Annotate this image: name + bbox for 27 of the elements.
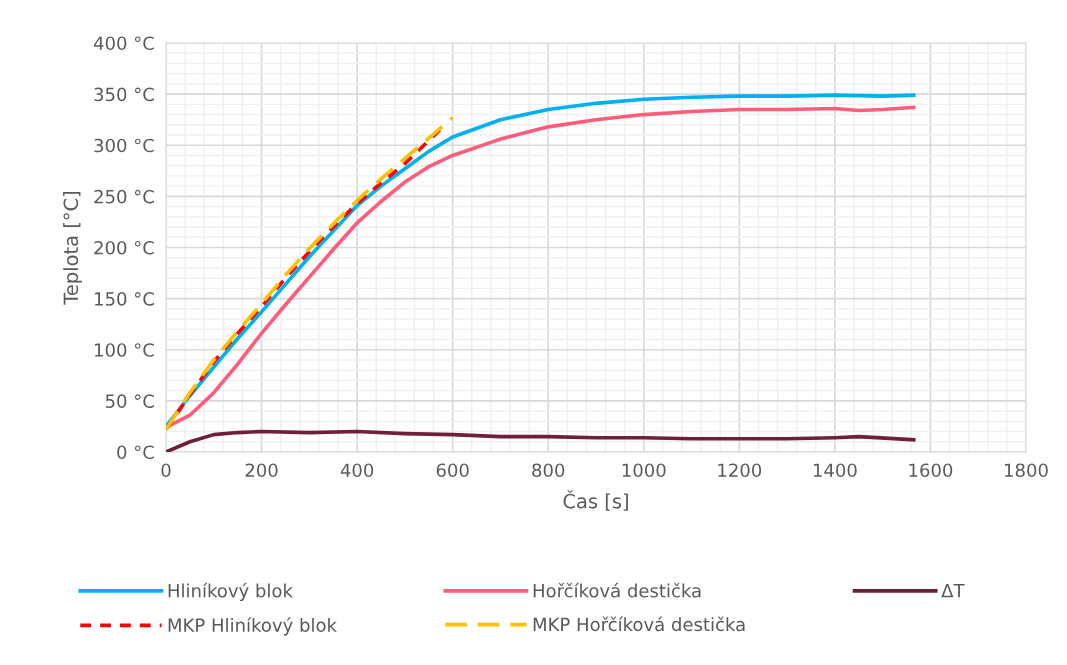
x-tick-label: 800	[532, 463, 565, 478]
y-tick-label: 250 °C	[94, 189, 154, 204]
y-tick-label: 150 °C	[95, 292, 154, 306]
x-tick-label: 1800	[1005, 463, 1048, 478]
y-tick-label: 400 °C	[93, 36, 154, 51]
legend-label: Hliníkový blok	[168, 582, 293, 601]
x-tick-label: 1200	[718, 463, 762, 478]
legend-label: ΔT	[941, 584, 965, 598]
y-tick-label: 100 °C	[95, 343, 154, 357]
x-tick-label: 1600	[909, 463, 953, 478]
legend-label: Hořčíková destička	[533, 582, 701, 598]
y-tick-label: 350 °C	[94, 87, 154, 102]
y-axis-title: Teplota [°C]	[63, 191, 82, 305]
x-tick-label: 1000	[622, 463, 666, 478]
legend-label: MKP Hořčíková destička	[533, 616, 745, 632]
y-tick-label: 200 °C	[94, 240, 154, 255]
x-tick-label: 1400	[813, 463, 857, 478]
x-tick-label: 400	[340, 463, 374, 478]
x-axis-title: Čas [s]	[563, 490, 628, 511]
x-tick-label: 200	[245, 463, 278, 478]
x-tick-label: 0	[161, 463, 171, 478]
line-series	[166, 429, 916, 452]
x-tick-label: 600	[436, 463, 469, 478]
y-tick-label: 50 °C	[105, 394, 154, 408]
y-tick-label: 0 °C	[117, 445, 154, 460]
legend-label: MKP Hliníkový blok	[168, 617, 337, 636]
y-tick-label: 300 °C	[94, 138, 154, 153]
